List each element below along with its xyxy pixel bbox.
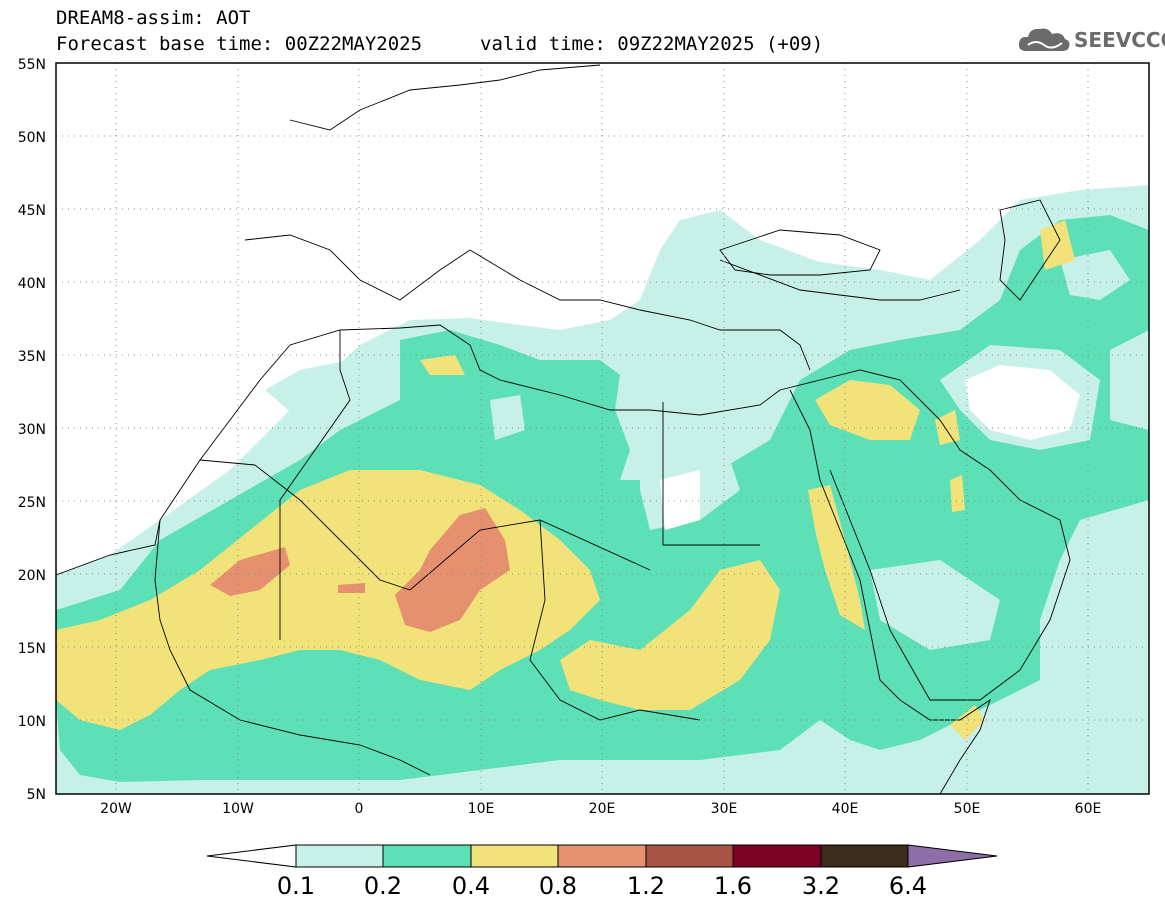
colorbar-seg bbox=[557, 844, 647, 868]
colorbar-label: 0.1 bbox=[277, 872, 315, 900]
lat-label: 25N bbox=[18, 495, 46, 511]
aot-field-04-08-redsea bbox=[808, 485, 865, 630]
chart-title: DREAM8-assim: AOT bbox=[56, 7, 251, 29]
lat-labels: 55N 50N 45N 40N 35N 30N 25N 20N 15N 10N … bbox=[18, 57, 46, 803]
coastlines bbox=[56, 64, 1071, 794]
colorbar-seg bbox=[382, 844, 472, 868]
border-sahel bbox=[199, 459, 651, 591]
aot-low-libya bbox=[490, 395, 525, 440]
lon-label: 20E bbox=[589, 801, 616, 817]
aot-field-04-08-kuwait bbox=[935, 410, 960, 445]
border-turkey bbox=[719, 259, 961, 301]
lat-label: 40N bbox=[18, 276, 46, 292]
colorbar-labels: 0.1 0.2 0.4 0.8 1.2 1.6 3.2 6.4 bbox=[277, 872, 927, 900]
coast-black-sea bbox=[719, 229, 881, 276]
lat-label: 20N bbox=[18, 568, 46, 584]
coast-north-africa bbox=[56, 324, 781, 576]
lat-label: 45N bbox=[18, 203, 46, 219]
lat-label: 30N bbox=[18, 422, 46, 438]
valid-time-text: valid time: 09Z22MAY2025 (+09) bbox=[480, 33, 824, 55]
coast-red-sea bbox=[789, 389, 901, 701]
colorbar-label: 3.2 bbox=[802, 872, 840, 900]
lat-label: 10N bbox=[18, 714, 46, 730]
colorbar-label: 0.4 bbox=[452, 872, 490, 900]
colorbar-label: 0.8 bbox=[539, 872, 577, 900]
lon-label: 50E bbox=[954, 801, 981, 817]
lon-label: 20W bbox=[100, 801, 132, 817]
border-chad-sudan bbox=[529, 519, 701, 721]
border-libya-egypt bbox=[662, 402, 760, 546]
aot-field-04-08-tunisia bbox=[420, 355, 465, 375]
cloud-icon bbox=[1018, 28, 1070, 51]
aot-field-08-12-niger bbox=[395, 508, 510, 632]
lon-label: 30E bbox=[711, 801, 738, 817]
base-time-label: Forecast base time: 00Z22MAY2025 valid ti… bbox=[56, 33, 823, 55]
colorbar-high-arrow bbox=[907, 844, 998, 868]
colorbar bbox=[206, 844, 998, 868]
aot-field-08-12-small bbox=[338, 583, 365, 593]
aot-field-04-08-sudan bbox=[560, 560, 780, 710]
coast-horn-africa bbox=[899, 698, 991, 794]
aot-clear-egypt bbox=[660, 470, 700, 530]
lat-label: 55N bbox=[18, 57, 46, 73]
aot-contours bbox=[56, 185, 1149, 794]
aot-clear-iran bbox=[965, 365, 1080, 440]
aot-field-04-08-iraq bbox=[815, 380, 920, 440]
aot-low-caspian bbox=[1060, 250, 1130, 300]
colorbar-seg bbox=[732, 844, 822, 868]
seevccc-logo: SEEVCCC bbox=[1018, 24, 1165, 56]
aot-field-04-08-gulf bbox=[950, 475, 965, 512]
colorbar-seg bbox=[295, 844, 384, 868]
lon-label: 0 bbox=[355, 801, 364, 817]
lat-label: 50N bbox=[18, 130, 46, 146]
border-algeria bbox=[279, 330, 351, 640]
coast-iberia-europe bbox=[244, 234, 811, 371]
colorbar-seg bbox=[470, 844, 559, 868]
colorbar-label: 1.2 bbox=[627, 872, 665, 900]
coast-west-africa bbox=[154, 519, 431, 776]
gridlines bbox=[56, 63, 1149, 794]
colorbar-label: 0.2 bbox=[364, 872, 402, 900]
aot-field-08-12-mali bbox=[210, 547, 290, 596]
lat-label: 35N bbox=[18, 349, 46, 365]
coast-caspian bbox=[999, 199, 1061, 301]
coast-europe-north bbox=[289, 64, 601, 131]
logo-text: SEEVCCC bbox=[1074, 28, 1165, 52]
base-time-text: Forecast base time: 00Z22MAY2025 bbox=[56, 33, 423, 55]
lon-label: 10W bbox=[222, 801, 254, 817]
colorbar-label: 1.6 bbox=[714, 872, 752, 900]
lat-label: 5N bbox=[27, 787, 46, 803]
lon-label: 60E bbox=[1075, 801, 1102, 817]
lon-labels: 20W 10W 0 10E 20E 30E 40E 50E 60E bbox=[100, 801, 1101, 817]
colorbar-seg bbox=[645, 844, 734, 868]
colorbar-label: 6.4 bbox=[889, 872, 927, 900]
lon-label: 40E bbox=[832, 801, 859, 817]
map-frame bbox=[55, 62, 1150, 795]
aot-field-04-08-somalia bbox=[950, 705, 985, 740]
border-arabia bbox=[779, 369, 941, 421]
colorbar-seg bbox=[820, 844, 909, 868]
coast-arabia bbox=[829, 419, 1071, 701]
colorbar-low-arrow bbox=[206, 844, 297, 868]
lat-label: 15N bbox=[18, 641, 46, 657]
lon-label: 10E bbox=[468, 801, 495, 817]
aot-field-01-02b bbox=[265, 360, 350, 420]
